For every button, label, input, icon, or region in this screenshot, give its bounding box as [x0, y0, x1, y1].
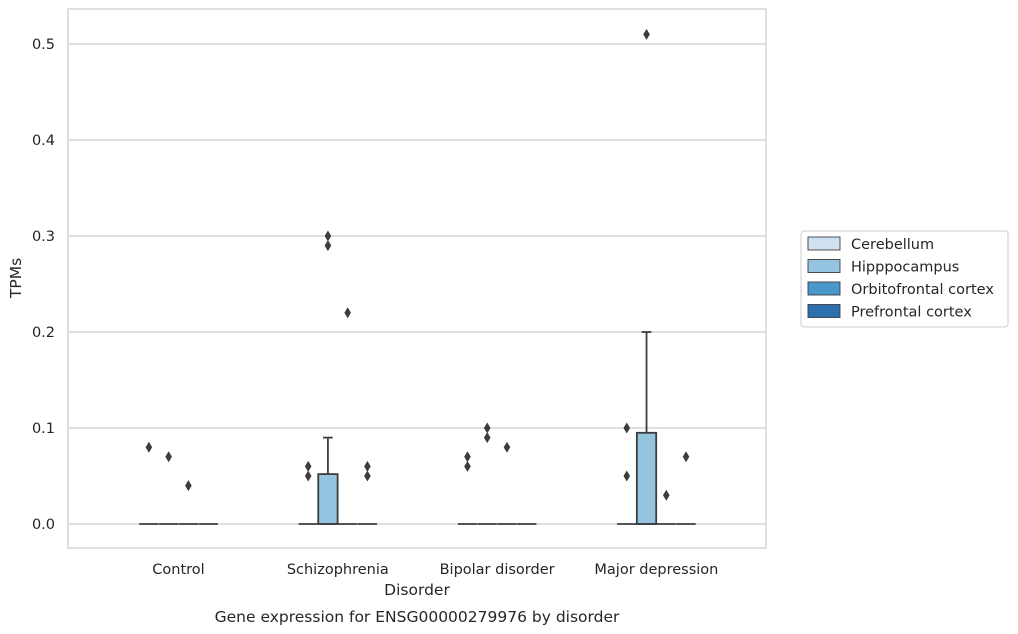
x-tick-label: Control	[152, 562, 204, 578]
outlier-marker	[464, 451, 471, 463]
x-tick-labels: Control Schizophrenia Bipolar disorder Majo…	[152, 562, 718, 578]
outlier-marker	[344, 307, 351, 319]
outlier-marker	[185, 480, 192, 492]
outlier-marker	[464, 460, 471, 472]
legend-swatch	[807, 236, 841, 251]
outlier-marker	[324, 240, 332, 252]
legend-frame	[800, 230, 1009, 328]
y-axis-label: TPMs	[7, 258, 25, 299]
outlier-marker	[643, 28, 650, 40]
x-tick-label: Major depression	[594, 562, 718, 578]
outlier-marker	[623, 422, 631, 434]
outlier-marker	[145, 441, 153, 453]
box-body	[317, 473, 339, 525]
legend: Cerebellum Hipppocampus Orbitofrontal cort…	[800, 230, 1009, 328]
y-tick-label: 0.0	[32, 517, 55, 533]
y-tick-label: 0.1	[32, 421, 55, 437]
legend-swatch	[807, 259, 841, 273]
x-axis-label: Disorder	[384, 581, 450, 599]
outlier-marker	[682, 451, 690, 463]
legend-label: Hipppocampus	[851, 260, 959, 276]
outlier-marker	[165, 451, 172, 463]
legend-swatch	[807, 281, 841, 296]
outlier-marker	[662, 489, 670, 501]
x-tick-label: Bipolar disorder	[440, 562, 555, 578]
outlier-marker	[364, 460, 371, 472]
box-body	[635, 431, 658, 525]
chart-caption: Gene expression for ENSG00000279976 by d…	[215, 608, 620, 626]
x-tick-label: Schizophrenia	[287, 562, 389, 578]
outliers	[145, 28, 690, 501]
legend-swatch	[807, 304, 841, 318]
box-3-1	[635, 331, 658, 525]
plot-background	[68, 9, 766, 548]
y-tick-label: 0.3	[32, 229, 55, 245]
outlier-marker	[503, 441, 511, 453]
outlier-marker	[483, 432, 491, 444]
outlier-marker	[304, 460, 312, 472]
box-1-1	[317, 436, 339, 525]
y-tick-label: 0.2	[32, 325, 55, 341]
outlier-marker	[483, 422, 491, 434]
boxes	[139, 331, 696, 525]
legend-label: Prefrontal cortex	[851, 305, 972, 321]
outlier-marker	[364, 470, 371, 482]
outlier-marker	[623, 470, 631, 482]
y-tick-labels: 0.0 0.1 0.2 0.3 0.4 0.5	[32, 37, 55, 533]
outlier-marker	[304, 470, 312, 482]
y-tick-label: 0.5	[32, 37, 55, 53]
legend-label: Cerebellum	[851, 237, 934, 253]
plot-frame	[67, 8, 767, 549]
legend-label: Orbitofrontal cortex	[851, 282, 994, 298]
y-tick-label: 0.4	[32, 133, 55, 149]
outlier-marker	[324, 230, 332, 242]
